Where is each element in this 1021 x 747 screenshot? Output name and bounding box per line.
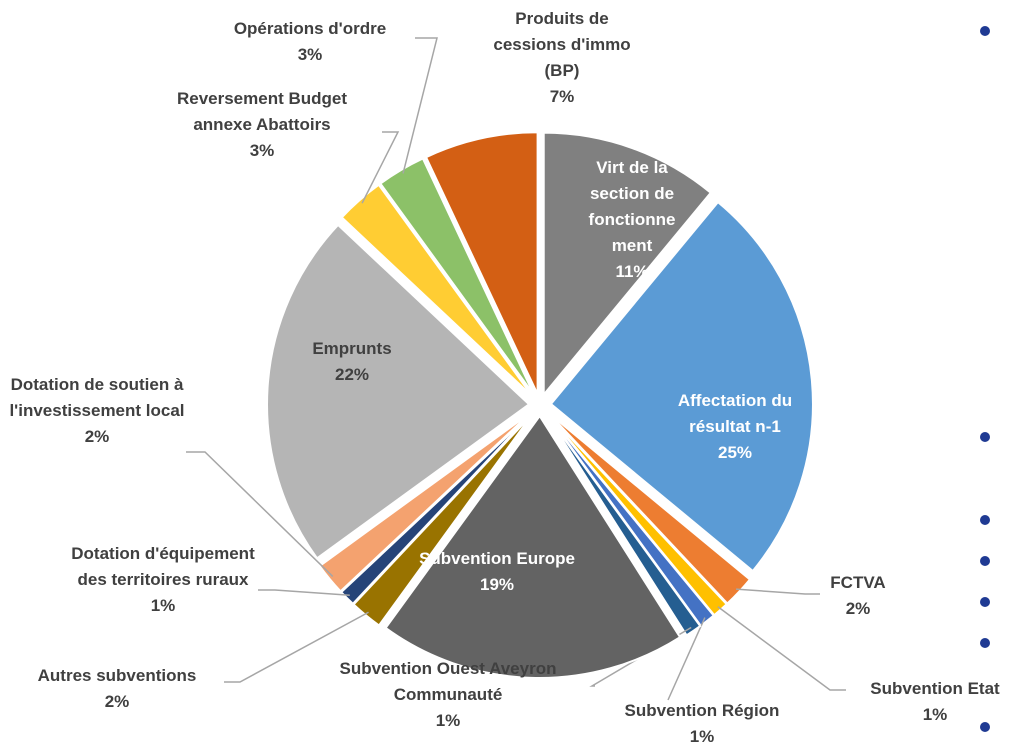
slice-percent: 25% <box>717 443 753 462</box>
slice-percent: 1% <box>689 727 715 746</box>
pie-slice <box>266 223 531 560</box>
slice-label: Autres subventions 2% <box>7 663 227 715</box>
slice-label: Reversement Budget annexe Abattoirs 3% <box>172 86 352 164</box>
slice-percent: 1% <box>435 711 461 730</box>
slice-name: Reversement Budget annexe Abattoirs <box>176 89 348 134</box>
leader-line <box>258 589 350 596</box>
slice-name: Dotation d'équipement des territoires ru… <box>71 544 255 589</box>
slice-percent: 2% <box>845 599 871 618</box>
slice-label: Dotation de soutien à l'investissement l… <box>2 372 192 450</box>
slice-label: Subvention Ouest Aveyron Communauté 1% <box>298 656 598 734</box>
slice-percent: 2% <box>84 427 110 446</box>
bullets <box>980 26 990 732</box>
slice-percent: 22% <box>334 365 370 384</box>
slice-label: Opérations d'ordre 3% <box>200 16 420 68</box>
pie-slice <box>352 412 534 627</box>
slice-name: Autres subventions <box>37 666 197 685</box>
slice-name: Subvention Ouest Aveyron Communauté <box>339 659 557 704</box>
slice-label: Subvention Etat 1% <box>845 676 1021 728</box>
bullet <box>980 432 990 442</box>
slice-name: Subvention Europe <box>419 549 575 568</box>
pie-slice <box>549 200 814 573</box>
pie-slice <box>340 183 534 398</box>
slice-name: Emprunts <box>312 339 392 358</box>
bullet <box>980 638 990 648</box>
slice-percent: 3% <box>249 141 275 160</box>
pie-slice <box>542 131 713 398</box>
slice-name: FCTVA <box>830 573 886 592</box>
leader-line <box>224 611 369 683</box>
slice-label: Subvention Région 1% <box>602 698 802 747</box>
pie-slice <box>384 414 682 679</box>
slice-name: Dotation de soutien à l'investissement l… <box>9 375 185 420</box>
slice-name: Subvention Etat <box>870 679 1000 698</box>
leader-line <box>186 451 334 578</box>
slice-percent: 3% <box>297 45 323 64</box>
slice-label: FCTVA 2% <box>818 570 898 622</box>
slice-percent: 7% <box>549 87 575 106</box>
slice-percent: 19% <box>479 575 515 594</box>
pie-slice <box>547 411 752 605</box>
slice-label: Virt de la section de fonctionnement 11% <box>584 155 680 285</box>
bullet <box>980 722 990 732</box>
bullet <box>980 597 990 607</box>
leader-line <box>667 617 706 701</box>
bullet <box>980 26 990 36</box>
pie-slice <box>318 411 533 593</box>
leader-line <box>402 37 438 174</box>
slice-percent: 11% <box>615 262 649 281</box>
slice-name: Affectation du résultat n-1 <box>677 391 793 436</box>
pie-slice <box>545 413 702 637</box>
pie-slice <box>379 157 536 397</box>
bullet <box>980 515 990 525</box>
slice-label: Produits de cessions d'immo (BP) 7% <box>487 6 637 110</box>
slice-name: Subvention Région <box>624 701 780 720</box>
leader-line <box>717 606 846 691</box>
slice-name: Produits de cessions d'immo (BP) <box>493 9 631 80</box>
slice-percent: 1% <box>922 705 948 724</box>
bullet <box>980 556 990 566</box>
slice-label: Affectation du résultat n-1 25% <box>650 388 820 466</box>
slice-label: Subvention Europe 19% <box>387 546 607 598</box>
slice-percent: 1% <box>150 596 176 615</box>
pie-slice <box>424 131 539 395</box>
slice-name: Opérations d'ordre <box>233 19 387 38</box>
slice-label: Dotation d'équipement des territoires ru… <box>63 541 263 619</box>
pie-slice <box>339 412 533 606</box>
slice-label: Emprunts 22% <box>277 336 427 388</box>
slice-name: Virt de la section de fonctionnement <box>588 158 676 255</box>
slice-percent: 2% <box>104 692 130 711</box>
leader-line <box>361 131 400 204</box>
leader-line <box>736 588 820 595</box>
